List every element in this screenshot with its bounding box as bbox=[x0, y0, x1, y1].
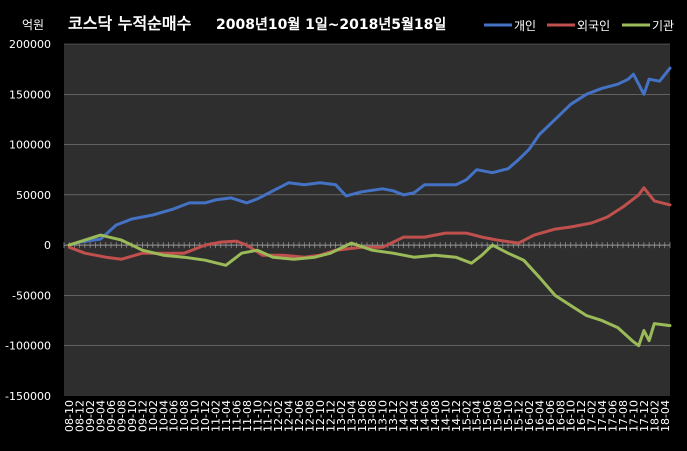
x-tick-label: 12-10 bbox=[314, 400, 327, 432]
x-tick-label: 17-12 bbox=[638, 400, 651, 432]
x-tick-label: 17-06 bbox=[607, 400, 620, 432]
x-tick-label: 16-12 bbox=[575, 400, 588, 432]
y-axis-ticks: 200000 150000 100000 50000 0 -50000 -100000 -15… bbox=[5, 38, 51, 403]
legend: 개인 외국인 기관 bbox=[484, 19, 674, 33]
y-tick-label: -100000 bbox=[5, 340, 51, 353]
x-tick-label: 13-12 bbox=[387, 400, 400, 432]
x-tick-label: 17-08 bbox=[617, 400, 630, 432]
x-tick-label: 14-02 bbox=[398, 400, 411, 432]
legend-label-외국인: 외국인 bbox=[577, 19, 610, 33]
x-tick-label: 15-10 bbox=[502, 400, 515, 432]
x-tick-label: 09-08 bbox=[115, 400, 128, 432]
x-tick-label: 13-02 bbox=[335, 400, 348, 432]
x-tick-label: 13-10 bbox=[377, 400, 390, 432]
y-tick-label: 200000 bbox=[9, 38, 51, 51]
x-tick-label: 09-04 bbox=[95, 400, 108, 432]
y-tick-label: -50000 bbox=[12, 289, 51, 302]
x-tick-label: 15-02 bbox=[460, 400, 473, 432]
series-line-외국인 bbox=[67, 186, 672, 261]
x-tick-label: 09-12 bbox=[136, 400, 149, 432]
x-tick-label: 16-02 bbox=[523, 400, 536, 432]
y-tick-label: 50000 bbox=[16, 189, 51, 202]
x-tick-label: 11-02 bbox=[210, 400, 223, 432]
x-tick-label: 10-12 bbox=[199, 400, 212, 432]
y-unit-label: 억원 bbox=[22, 18, 44, 32]
series-lines bbox=[67, 66, 672, 348]
x-tick-label: 14-12 bbox=[450, 400, 463, 432]
x-tick-label: 17-10 bbox=[627, 400, 640, 432]
x-tick-label: 16-04 bbox=[533, 400, 546, 432]
x-tick-label: 11-04 bbox=[220, 400, 233, 432]
x-tick-label: 09-02 bbox=[84, 400, 97, 432]
x-tick-label: 10-04 bbox=[157, 400, 170, 432]
legend-label-기관: 기관 bbox=[652, 19, 674, 33]
x-axis-ticks: 08-1008-1209-0209-0409-0609-0809-1009-12… bbox=[63, 400, 672, 432]
chart-title-suffix: 2008년10월 1일~2018년5월18일 bbox=[216, 16, 446, 33]
x-tick-label: 14-08 bbox=[429, 400, 442, 432]
x-tick-label: 10-06 bbox=[168, 400, 181, 432]
gridlines bbox=[64, 43, 670, 347]
x-tick-label: 11-08 bbox=[241, 400, 254, 432]
x-tick-label: 10-08 bbox=[178, 400, 191, 432]
x-tick-label: 12-04 bbox=[283, 400, 296, 432]
x-tick-label: 13-04 bbox=[345, 400, 358, 432]
series-line-기관 bbox=[67, 233, 672, 348]
x-tick-label: 17-04 bbox=[596, 400, 609, 432]
y-tick-label: 0 bbox=[44, 239, 51, 252]
x-tick-label: 12-06 bbox=[293, 400, 306, 432]
x-tick-label: 15-04 bbox=[471, 400, 484, 432]
x-tick-label: 18-04 bbox=[659, 400, 672, 432]
x-tick-label: 16-06 bbox=[544, 400, 557, 432]
x-tick-label: 14-04 bbox=[408, 400, 421, 432]
x-tick-label: 10-02 bbox=[147, 400, 160, 432]
x-tick-label: 13-06 bbox=[356, 400, 369, 432]
x-tick-label: 17-02 bbox=[586, 400, 599, 432]
x-tick-label: 16-10 bbox=[565, 400, 578, 432]
x-tick-label: 11-06 bbox=[230, 400, 243, 432]
y-tick-label: 100000 bbox=[9, 139, 51, 152]
y-tick-label: -150000 bbox=[5, 390, 51, 403]
x-tick-label: 11-10 bbox=[251, 400, 264, 432]
x-tick-label: 16-08 bbox=[554, 400, 567, 432]
legend-label-개인: 개인 bbox=[514, 19, 536, 33]
x-tick-label: 15-08 bbox=[492, 400, 505, 432]
y-tick-label: 150000 bbox=[9, 88, 51, 101]
x-tick-label: 13-08 bbox=[366, 400, 379, 432]
x-tick-label: 11-12 bbox=[262, 400, 275, 432]
x-tick-label: 09-06 bbox=[105, 400, 118, 432]
x-tick-label: 12-08 bbox=[304, 400, 317, 432]
chart-title-prefix: 코스닥 누적순매수 bbox=[68, 14, 192, 33]
x-tick-label: 08-10 bbox=[63, 400, 76, 432]
x-tick-label: 14-06 bbox=[418, 400, 431, 432]
x-tick-label: 15-06 bbox=[481, 400, 494, 432]
x-tick-label: 09-10 bbox=[126, 400, 139, 432]
plot-area bbox=[64, 44, 670, 396]
x-tick-label: 15-12 bbox=[513, 400, 526, 432]
x-tick-label: 12-02 bbox=[272, 400, 285, 432]
x-tick-label: 12-12 bbox=[324, 400, 337, 432]
x-tick-label: 14-10 bbox=[439, 400, 452, 432]
x-tick-label: 08-12 bbox=[74, 400, 87, 432]
x-tick-label: 10-10 bbox=[189, 400, 202, 432]
series-line-개인 bbox=[67, 66, 672, 247]
x-tick-label: 18-02 bbox=[648, 400, 661, 432]
